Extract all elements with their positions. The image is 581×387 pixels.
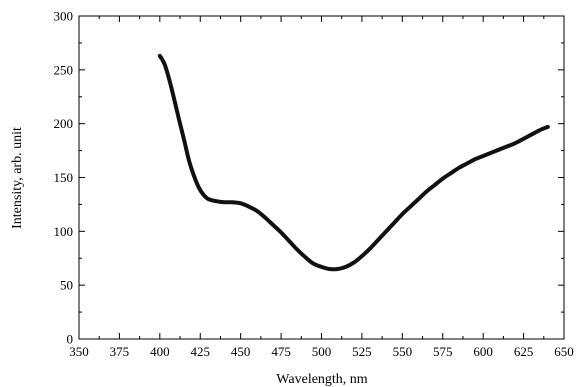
tick-labels: 350 375 400 425 450 475 500 525 550 575 600 625 650 0… — [54, 9, 574, 360]
y-tick-label: 150 — [54, 170, 74, 185]
x-tick-label: 575 — [433, 344, 453, 359]
y-tick-label: 250 — [54, 62, 74, 77]
x-tick-label: 450 — [231, 344, 251, 359]
x-tick-label: 425 — [191, 344, 211, 359]
x-tick-label: 475 — [271, 344, 291, 359]
y-tick-label: 100 — [54, 224, 74, 239]
x-tick-label: 550 — [393, 344, 413, 359]
x-tick-label: 500 — [312, 344, 332, 359]
x-axis-title: Wavelength, nm — [276, 372, 368, 387]
x-tick-label: 650 — [554, 344, 574, 359]
plot-frame — [78, 15, 565, 340]
y-tick-label: 50 — [60, 278, 73, 293]
axis-ticks — [78, 15, 565, 340]
y-tick-label: 300 — [54, 9, 74, 24]
y-tick-label: 0 — [67, 332, 74, 347]
y-axis-title: Intensity, arb. unit — [10, 127, 25, 229]
y-tick-label: 200 — [54, 116, 74, 131]
series-line — [157, 53, 550, 272]
x-tick-label: 375 — [110, 344, 130, 359]
x-tick-label: 625 — [514, 344, 534, 359]
x-tick-label: 525 — [352, 344, 372, 359]
x-tick-label: 400 — [150, 344, 170, 359]
x-tick-label: 350 — [69, 344, 89, 359]
x-tick-label: 600 — [473, 344, 493, 359]
